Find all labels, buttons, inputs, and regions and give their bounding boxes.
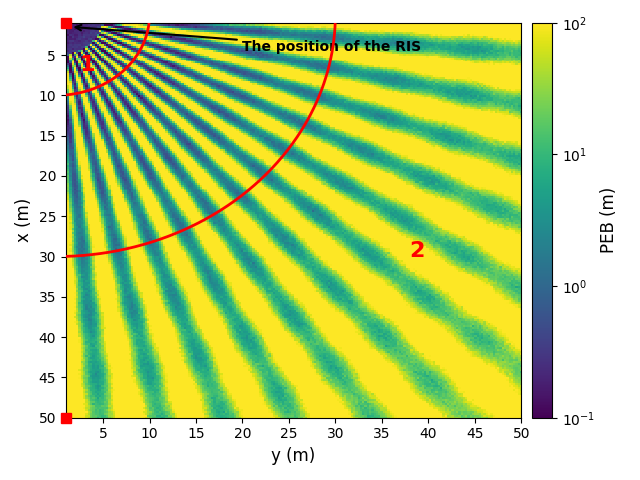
Y-axis label: PEB (m): PEB (m) [600,187,618,253]
Y-axis label: x (m): x (m) [15,198,33,242]
Text: 2: 2 [410,240,425,261]
X-axis label: y (m): y (m) [271,447,316,465]
Text: The position of the RIS: The position of the RIS [76,25,422,54]
Text: 1: 1 [80,55,95,75]
